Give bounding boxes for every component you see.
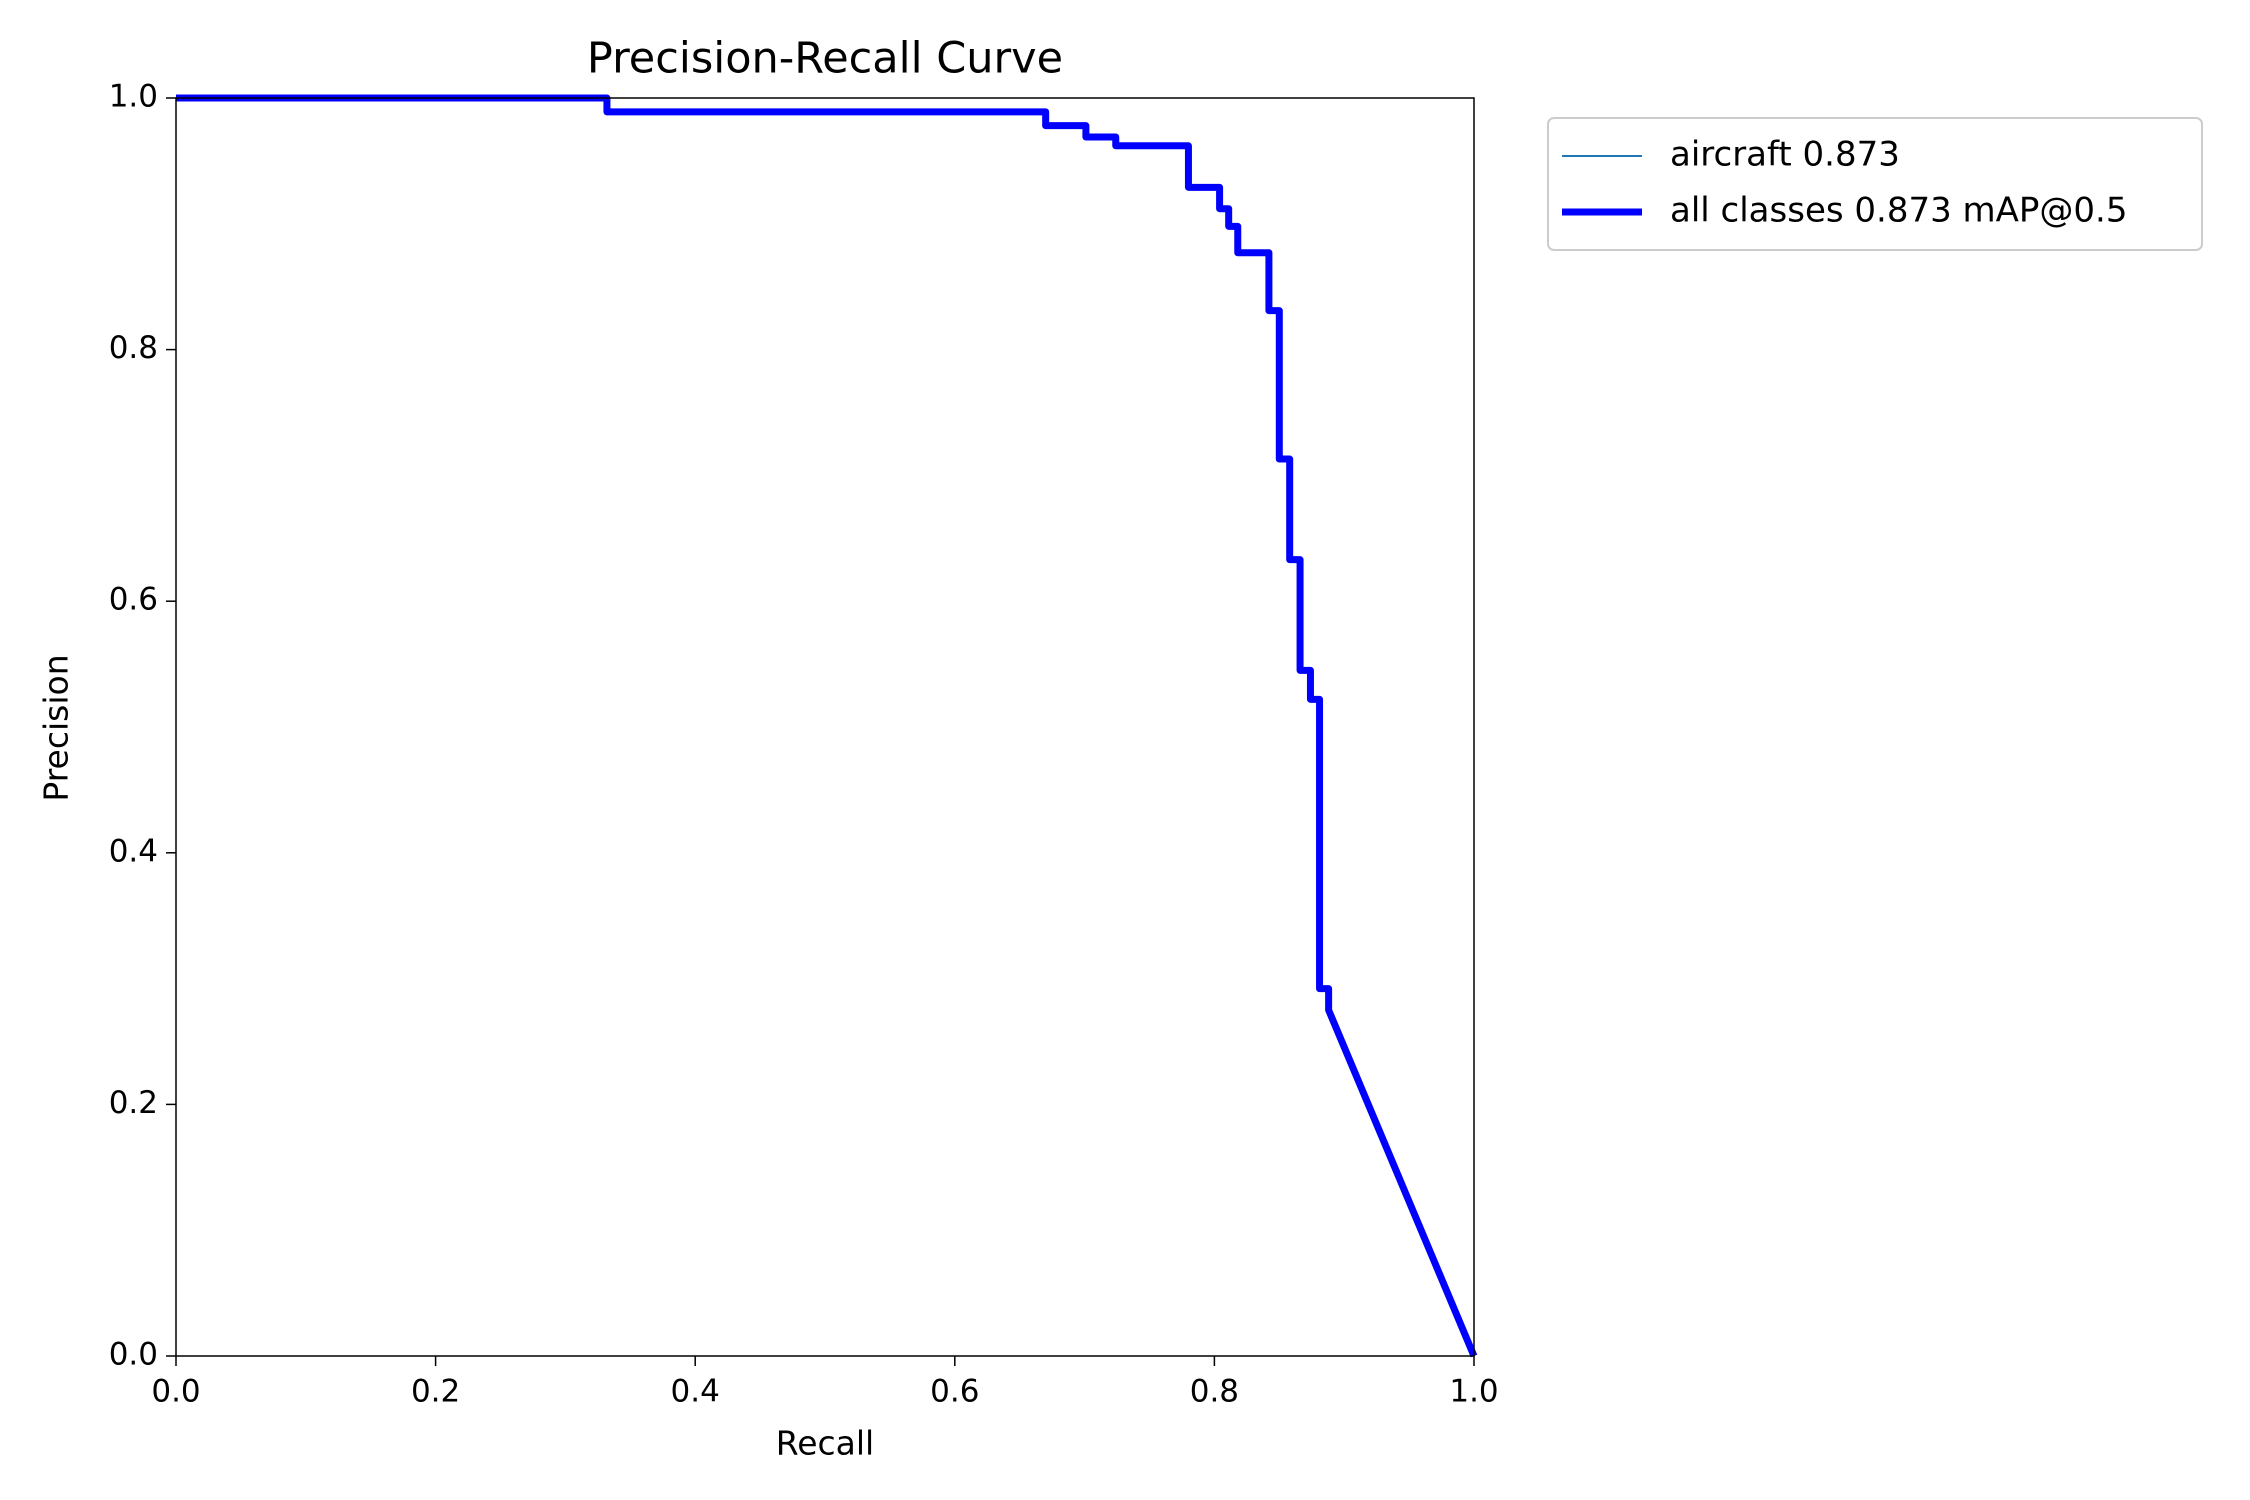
x-tick-label: 0.2 bbox=[411, 1374, 460, 1410]
x-tick-label: 1.0 bbox=[1449, 1374, 1498, 1410]
chart-title: Precision-Recall Curve bbox=[587, 34, 1063, 84]
pr-curve bbox=[176, 94, 1478, 1358]
legend-label: all classes 0.873 mAP@0.5 bbox=[1670, 191, 2127, 231]
legend-box bbox=[1547, 117, 2203, 251]
legend-label: aircraft 0.873 bbox=[1670, 135, 1900, 175]
x-axis-label: Recall bbox=[776, 1424, 874, 1463]
x-tick-label: 0.6 bbox=[930, 1374, 979, 1410]
y-tick-label: 0.0 bbox=[109, 1337, 158, 1373]
plot-frame bbox=[175, 97, 1475, 1357]
y-axis-label: Precision bbox=[37, 654, 76, 801]
y-tick-label: 0.6 bbox=[109, 582, 158, 618]
x-tick-label: 0.0 bbox=[151, 1374, 200, 1410]
y-tick-label: 0.8 bbox=[109, 330, 158, 366]
y-tick-label: 0.2 bbox=[109, 1085, 158, 1121]
x-tick-label: 0.8 bbox=[1190, 1374, 1239, 1410]
y-tick-label: 1.0 bbox=[109, 79, 158, 115]
y-tick-label: 0.4 bbox=[109, 833, 158, 869]
x-tick-label: 0.4 bbox=[671, 1374, 720, 1410]
